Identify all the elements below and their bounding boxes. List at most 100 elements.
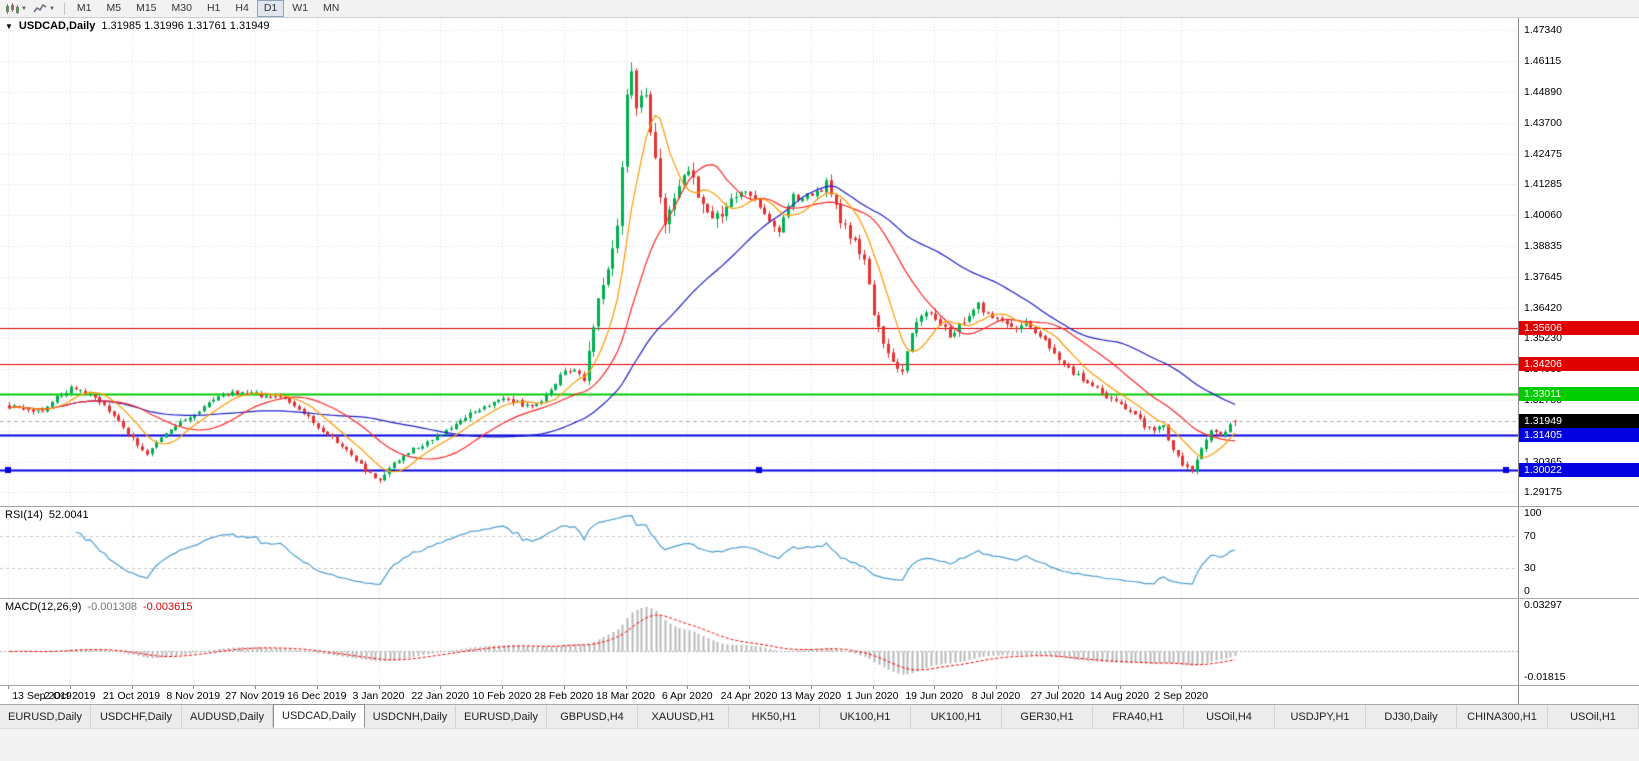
macd-header: MACD(12,26,9) -0.001308 -0.003615 xyxy=(5,601,193,613)
candlestick-glyph-icon xyxy=(6,2,19,14)
price-axis-label: 1.40060 xyxy=(1524,209,1562,222)
macd-axis[interactable]: 0.03297 -0.01815 xyxy=(1518,599,1639,685)
date-axis-label: 6 Apr 2020 xyxy=(661,690,713,702)
macd-canvas[interactable] xyxy=(0,599,1518,685)
date-axis-tick xyxy=(749,686,750,689)
chart-tab-usdcnh-daily[interactable]: USDCNH,Daily xyxy=(365,705,456,728)
macd-title: MACD(12,26,9) xyxy=(5,601,82,613)
level-price-tag[interactable]: 1.30022 xyxy=(1519,463,1639,478)
rsi-axis-label: 0 xyxy=(1524,585,1530,597)
date-axis[interactable]: 13 Sep 2019 2 Oct 2019 21 Oct 2019 8 Nov 20… xyxy=(0,686,1639,704)
chart-tab-fra40-h1[interactable]: FRA40,H1 xyxy=(1093,705,1184,728)
chart-tab-usdcad-daily[interactable]: USDCAD,Daily xyxy=(273,704,365,728)
chart-tab-usdjpy-h1[interactable]: USDJPY,H1 xyxy=(1275,705,1366,728)
chart-tab-china300-h1[interactable]: CHINA300,H1 xyxy=(1457,705,1548,728)
rsi-axis[interactable]: 100 70 30 0 xyxy=(1518,507,1639,598)
date-axis-label: 16 Dec 2019 xyxy=(286,690,347,702)
date-axis-label: 2 Sep 2020 xyxy=(1154,690,1209,702)
date-axis-label: 19 Jun 2020 xyxy=(905,690,964,702)
rsi-title: RSI(14) xyxy=(5,509,43,521)
macd-axis-label: 0.03297 xyxy=(1524,599,1562,611)
date-axis-label: 13 Sep 2019 xyxy=(12,690,72,702)
status-strip xyxy=(0,728,1639,761)
chart-tab-audusd-daily[interactable]: AUDUSD,Daily xyxy=(182,705,273,728)
date-axis-tick xyxy=(626,686,627,689)
date-axis-label: 14 Aug 2020 xyxy=(1090,690,1149,702)
chart-tab-dj30-daily[interactable]: DJ30,Daily xyxy=(1366,705,1457,728)
date-axis-label: 21 Oct 2019 xyxy=(102,690,161,702)
chart-tab-hk50-h1[interactable]: HK50,H1 xyxy=(729,705,820,728)
rsi-macd-splitter[interactable] xyxy=(0,598,1639,599)
rsi-axis-label: 70 xyxy=(1524,530,1536,543)
timeframe-buttons: M1 M5 M15 M30 H1 H4 D1 W1 MN xyxy=(70,0,346,17)
main-chart-panel: ▼ USDCAD,Daily 1.31985 1.31996 1.31761 1… xyxy=(0,18,1639,506)
date-axis-tick xyxy=(132,686,133,689)
rsi-canvas[interactable] xyxy=(0,507,1518,598)
date-axis-label: 8 Nov 2019 xyxy=(166,690,221,702)
chart-type-dropdown-icon[interactable]: ▼ xyxy=(21,5,27,12)
timeframe-button-m15[interactable]: M15 xyxy=(136,2,157,14)
chart-tab-xauusd-h1[interactable]: XAUUSD,H1 xyxy=(638,705,729,728)
macd-date-splitter[interactable] xyxy=(0,685,1639,686)
chart-tab-eurusd-daily[interactable]: EURUSD,Daily xyxy=(0,705,91,728)
symbol-dropdown-icon[interactable]: ▼ xyxy=(5,22,13,31)
macd-axis-label: -0.01815 xyxy=(1524,671,1566,683)
date-axis-tick xyxy=(8,686,9,689)
date-axis-label: 22 Jan 2020 xyxy=(411,690,470,702)
rsi-panel: RSI(14) 52.0041 100 70 30 0 xyxy=(0,507,1639,598)
chart-tab-ger30-h1[interactable]: GER30,H1 xyxy=(1002,705,1093,728)
date-axis-label: 10 Feb 2020 xyxy=(472,690,532,702)
timeframe-button-d1[interactable]: D1 xyxy=(256,0,285,17)
price-axis-label: 1.44890 xyxy=(1524,86,1562,99)
timeframe-button-h4[interactable]: H4 xyxy=(235,2,249,14)
chart-rsi-splitter[interactable] xyxy=(0,506,1639,507)
date-axis-label: 28 Feb 2020 xyxy=(534,690,594,702)
level-price-tag[interactable]: 1.33011 xyxy=(1519,387,1639,402)
price-axis[interactable]: 1.47340 1.46115 1.44890 1.43700 1.42475 1.412… xyxy=(1518,18,1639,506)
timeframe-button-m30[interactable]: M30 xyxy=(171,2,192,14)
date-axis-tick xyxy=(811,686,812,689)
price-axis-label: 1.41285 xyxy=(1524,178,1562,190)
macd-main-value: -0.001308 xyxy=(87,601,137,613)
zoom-dropdown-icon[interactable]: ▼ xyxy=(48,5,55,12)
chart-tab-usdchf-daily[interactable]: USDCHF,Daily xyxy=(91,705,182,728)
line-chart-type-icon[interactable] xyxy=(31,2,49,16)
rsi-header: RSI(14) 52.0041 xyxy=(5,509,89,521)
timeframe-button-m5[interactable]: M5 xyxy=(106,2,122,14)
date-axis-label: 1 Jun 2020 xyxy=(846,690,899,702)
level-price-tag[interactable]: 1.35606 xyxy=(1519,321,1639,336)
candlestick-chart-type-icon[interactable] xyxy=(3,2,21,16)
date-axis-tick xyxy=(440,686,441,689)
date-axis-tick xyxy=(996,686,997,689)
date-axis-tick xyxy=(1120,686,1121,689)
price-axis-label: 1.43700 xyxy=(1524,116,1562,129)
date-axis-label: 27 Jul 2020 xyxy=(1030,690,1085,702)
timeframe-button-m1[interactable]: M1 xyxy=(76,2,92,14)
date-axis-tick xyxy=(317,686,318,689)
macd-panel: MACD(12,26,9) -0.001308 -0.003615 0.0329… xyxy=(0,599,1639,685)
rsi-value: 52.0041 xyxy=(48,509,89,521)
current-price-tag: 1.31949 xyxy=(1519,414,1639,429)
date-axis-label: 8 Jul 2020 xyxy=(971,690,1021,702)
timeframe-button-mn[interactable]: MN xyxy=(323,2,340,14)
chart-tabs-bar: EURUSD,Daily USDCHF,Daily AUDUSD,Daily USDC… xyxy=(0,704,1639,728)
level-price-tag[interactable]: 1.31405 xyxy=(1519,428,1639,443)
price-axis-label: 1.42475 xyxy=(1524,147,1562,160)
price-chart-canvas[interactable] xyxy=(0,18,1518,506)
chart-tab-uk100-h1[interactable]: UK100,H1 xyxy=(820,705,911,728)
date-axis-tick xyxy=(379,686,380,689)
date-axis-tick xyxy=(687,686,688,689)
chart-tab-usoil-h4[interactable]: USOil,H4 xyxy=(1184,705,1275,728)
chart-symbol-label: USDCAD,Daily xyxy=(18,20,96,32)
chart-tab-uk100-h1[interactable]: UK100,H1 xyxy=(911,705,1002,728)
chart-tab-gbpusd-h4[interactable]: GBPUSD,H4 xyxy=(547,705,638,728)
price-axis-label: 1.38835 xyxy=(1524,240,1562,253)
chart-tab-usoil-h1[interactable]: USOil,H1 xyxy=(1548,705,1639,728)
chart-tab-eurusd-daily[interactable]: EURUSD,Daily xyxy=(456,705,547,728)
chart-ohlc-values: 1.31985 1.31996 1.31761 1.31949 xyxy=(101,20,270,32)
level-price-tag[interactable]: 1.34206 xyxy=(1519,357,1639,372)
timeframe-button-w1[interactable]: W1 xyxy=(292,2,309,14)
timeframe-button-h1[interactable]: H1 xyxy=(206,2,221,14)
date-axis-label: 2 Oct 2019 xyxy=(44,690,96,702)
date-axis-label: 18 Mar 2020 xyxy=(596,690,655,702)
